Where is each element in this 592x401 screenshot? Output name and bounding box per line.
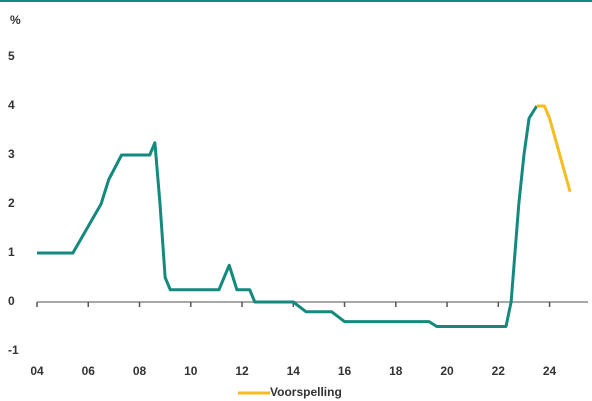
x-tick-label: 18 [389, 364, 403, 378]
line [37, 105, 539, 328]
x-tick-label: 14 [287, 364, 301, 378]
y-tick-label: 5 [8, 49, 15, 63]
x-tick-label: 04 [30, 364, 44, 378]
x-tick-label: 16 [338, 364, 352, 378]
x-tick-label: 20 [440, 364, 454, 378]
y-tick-label: 2 [8, 196, 15, 210]
x-tick-label: 22 [492, 364, 506, 378]
x-tick-label: 12 [235, 364, 249, 378]
top-border [0, 0, 592, 2]
y-tick-label: 3 [8, 147, 15, 161]
y-tick-label: -1 [8, 343, 19, 357]
y-tick-label: 1 [8, 245, 15, 259]
x-tick-label: 08 [133, 364, 147, 378]
y-tick-label: 0 [8, 294, 15, 308]
legend-label: Voorspelling [270, 385, 342, 399]
x-tick-label: 10 [184, 364, 198, 378]
x-tick-label: 06 [82, 364, 96, 378]
y-axis-label: % [10, 13, 21, 27]
line [536, 104, 572, 193]
x-tick-label: 24 [543, 364, 557, 378]
y-tick-label: 4 [8, 98, 15, 112]
